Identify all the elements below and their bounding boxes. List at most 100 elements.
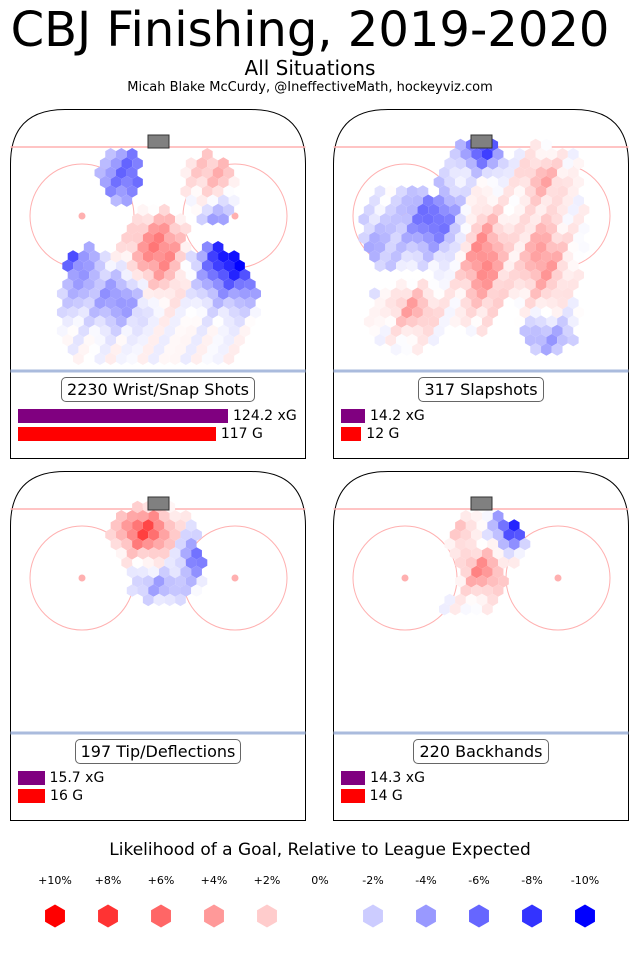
- hex-cell: [390, 306, 402, 319]
- hex-cell: [487, 593, 499, 607]
- hex-cell: [530, 306, 542, 319]
- hex-cell: [562, 250, 574, 263]
- hex-cell: [557, 278, 568, 291]
- hex-cell: [433, 268, 445, 282]
- hex-cell: [105, 166, 117, 179]
- goals-bar: [18, 789, 46, 803]
- hex-cell: [169, 547, 181, 560]
- hex-cell: [185, 287, 197, 300]
- hex-cell: [142, 519, 154, 532]
- hex-cell: [89, 324, 100, 338]
- hex-cell: [207, 268, 219, 282]
- hex-cell: [385, 222, 397, 235]
- hex-cell: [78, 324, 90, 338]
- hex-cell: [379, 194, 391, 207]
- hex-cell: [153, 250, 165, 263]
- hex-cell: [417, 185, 429, 198]
- hex-cell: [487, 194, 499, 207]
- faceoff-dot: [231, 212, 239, 220]
- hex-cell: [514, 166, 525, 179]
- hex-cell: [201, 278, 213, 291]
- hex-cell: [455, 157, 466, 170]
- hex-cell: [121, 250, 133, 263]
- hex-cell: [465, 306, 477, 319]
- hex-cell: [492, 222, 504, 235]
- hex-cell: [498, 157, 509, 170]
- hex-cell: [455, 213, 466, 226]
- hex-cell: [530, 287, 542, 300]
- hex-cell: [412, 287, 423, 300]
- hex-cell: [476, 556, 488, 569]
- hex-cell: [374, 241, 386, 254]
- hex-cell: [385, 241, 397, 254]
- hex-cell: [428, 259, 440, 272]
- hex-cell: [158, 241, 170, 254]
- hex-cell: [175, 213, 186, 226]
- panel-slapshots: 317 Slapshots 14.2 xG 12 G: [333, 109, 629, 459]
- hex-cell: [465, 575, 477, 588]
- hex-cell: [455, 593, 466, 607]
- hex-cell: [390, 231, 402, 245]
- hex-cell: [363, 315, 375, 328]
- hex-cell: [428, 278, 440, 291]
- hex-cell: [126, 222, 138, 235]
- hex-cell: [126, 528, 138, 541]
- hex-cell: [374, 315, 386, 328]
- hex-cell: [492, 166, 504, 179]
- hex-cell: [89, 287, 100, 300]
- hex-cell: [508, 537, 520, 551]
- hex-cell: [212, 203, 224, 217]
- hex-cell: [369, 324, 380, 338]
- hex-cell: [132, 250, 143, 263]
- hex-cell: [234, 259, 245, 272]
- hex-cell: [465, 556, 477, 569]
- hex-cell: [535, 222, 547, 235]
- hex-cell: [465, 157, 477, 170]
- hex-cell: [557, 334, 568, 347]
- hex-cell: [401, 231, 413, 245]
- hex-cell: [412, 343, 423, 356]
- hex-cell: [148, 315, 159, 328]
- hex-cell: [89, 343, 100, 356]
- hex-cell: [455, 231, 466, 245]
- hex-cell: [158, 278, 170, 291]
- hex-cell: [148, 203, 159, 217]
- hex-cell: [132, 157, 143, 170]
- hex-cell: [519, 268, 531, 282]
- hex-cell: [396, 241, 407, 254]
- hex-cell: [369, 213, 380, 226]
- hex-cell: [460, 259, 472, 272]
- hex-cell: [191, 528, 202, 541]
- hex-cell: [196, 250, 208, 263]
- hex-cell: [449, 296, 461, 310]
- hex-cell: [67, 343, 79, 356]
- hex-cell: [212, 259, 224, 272]
- hex-cell: [546, 259, 558, 272]
- hex-cell: [62, 334, 74, 347]
- hex-cell: [99, 250, 111, 263]
- hex-cell: [369, 287, 380, 300]
- hex-cell: [105, 334, 117, 347]
- panel-title: 197 Tip/Deflections: [74, 739, 242, 764]
- hex-cell: [180, 528, 192, 541]
- hex-cell: [196, 175, 208, 189]
- hex-cell: [562, 324, 574, 338]
- hex-cell: [390, 324, 402, 338]
- hex-cell: [428, 315, 440, 328]
- hex-cell: [153, 213, 165, 226]
- hex-cell: [465, 231, 477, 245]
- hex-cell: [175, 537, 186, 551]
- hex-cell: [498, 194, 509, 207]
- hex-cell: [519, 175, 531, 189]
- hex-cell: [498, 287, 509, 300]
- hex-cell: [374, 222, 386, 235]
- hex-cell: [148, 547, 159, 560]
- hex-cell: [169, 241, 181, 254]
- hex-cell: [228, 194, 240, 207]
- hex-cell: [180, 352, 192, 365]
- hex-cell: [116, 315, 127, 328]
- hex-cell: [132, 343, 143, 356]
- hex-cell: [476, 175, 488, 189]
- hex-cell: [439, 222, 450, 235]
- hex-cell: [471, 547, 482, 560]
